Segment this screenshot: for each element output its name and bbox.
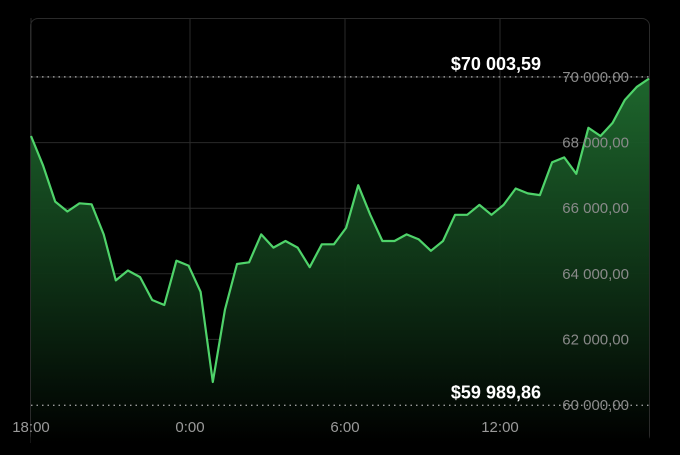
reference-lines: $70 003,59 $59 989,86 <box>31 54 649 407</box>
y-tick-label: 70 000,00 <box>562 69 629 86</box>
y-axis: 60 000,00 62 000,00 64 000,00 66 000,00 68 0… <box>562 69 629 414</box>
y-tick-label: 60 000,00 <box>562 397 629 414</box>
x-axis: 18:00 0:00 6:00 12:00 <box>12 419 519 436</box>
price-area <box>31 78 649 443</box>
y-tick-label: 62 000,00 <box>562 331 629 348</box>
x-tick-label: 12:00 <box>481 419 519 436</box>
x-tick-label: 6:00 <box>330 419 359 436</box>
y-tick-label: 64 000,00 <box>562 266 629 283</box>
y-tick-label: 68 000,00 <box>562 135 629 152</box>
y-tick-label: 66 000,00 <box>562 200 629 217</box>
price-line <box>29 77 650 384</box>
reference-label: $59 989,86 <box>451 382 541 402</box>
x-tick-label: 0:00 <box>175 419 204 436</box>
reference-label: $70 003,59 <box>451 54 541 74</box>
x-tick-label: 18:00 <box>12 419 50 436</box>
